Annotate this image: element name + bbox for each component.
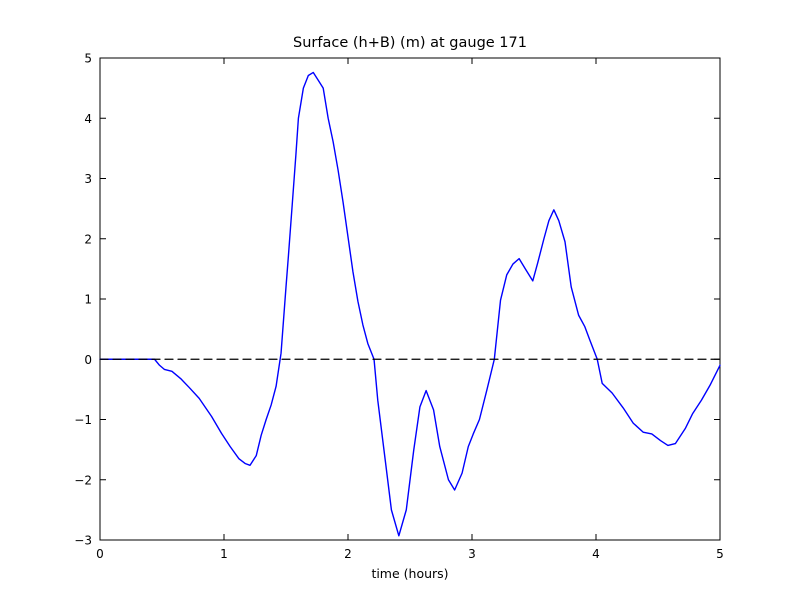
y-tick-label: −3 xyxy=(74,534,92,548)
x-tick-label: 4 xyxy=(592,547,600,561)
series-lines xyxy=(99,71,721,537)
plot-border xyxy=(99,57,721,541)
y-tick-label: 4 xyxy=(84,112,92,126)
y-tick-label: 2 xyxy=(84,232,92,246)
chart-title: Surface (h+B) (m) at gauge 171 xyxy=(293,35,527,51)
y-ticks xyxy=(100,57,720,541)
y-tick-label: 3 xyxy=(84,172,92,186)
x-tick-label: 0 xyxy=(96,547,104,561)
y-tick-label: −2 xyxy=(74,473,92,487)
y-tick-label: −1 xyxy=(74,413,92,427)
surface-elevation-line xyxy=(99,71,721,537)
x-tick-label: 1 xyxy=(220,547,228,561)
y-tick-label: 0 xyxy=(84,353,92,367)
y-tick-labels: −3 −2 −1 0 1 2 3 4 5 xyxy=(74,52,92,548)
x-tick-label: 5 xyxy=(716,547,724,561)
x-tick-label: 2 xyxy=(344,547,352,561)
y-tick-label: 1 xyxy=(84,293,92,307)
x-tick-labels: 0 1 2 3 4 5 xyxy=(96,547,724,561)
x-ticks xyxy=(99,58,721,540)
y-tick-label: 5 xyxy=(84,52,92,66)
x-axis-label: time (hours) xyxy=(371,566,448,581)
x-tick-label: 3 xyxy=(468,547,476,561)
